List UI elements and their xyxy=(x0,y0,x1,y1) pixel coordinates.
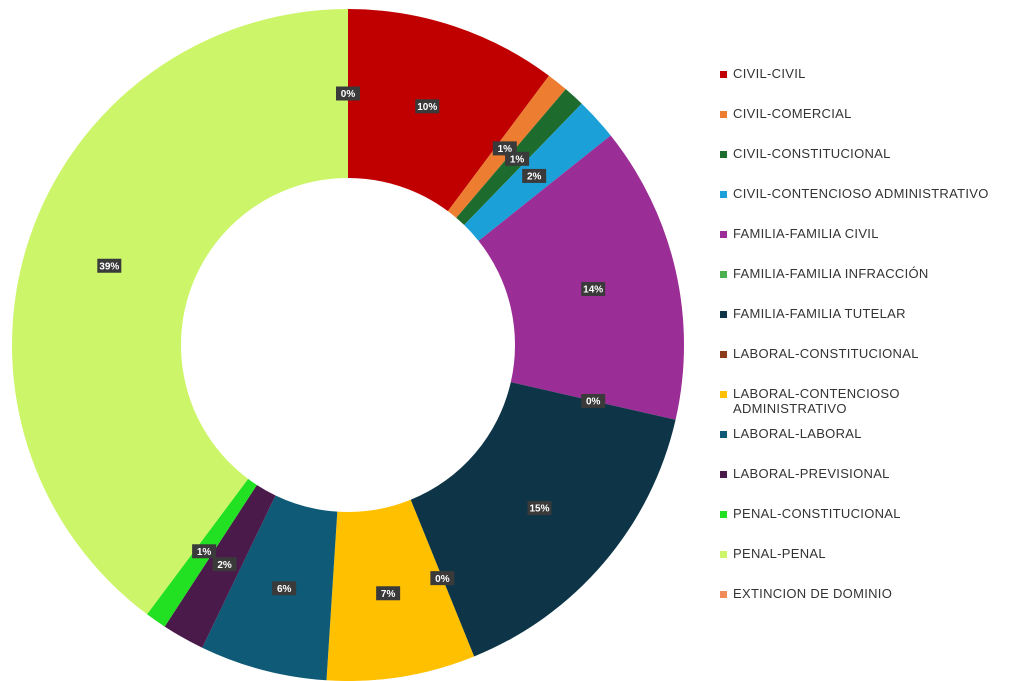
legend-swatch xyxy=(720,471,727,478)
data-label: 2% xyxy=(522,168,547,183)
data-label: 0% xyxy=(430,571,455,586)
legend-label: FAMILIA-FAMILIA INFRACCIÓN xyxy=(733,266,929,281)
legend-item: LABORAL-PREVISIONAL xyxy=(720,466,1005,506)
data-label-text: 0% xyxy=(341,89,356,100)
legend-item: LABORAL-CONTENCIOSO ADMINISTRATIVO xyxy=(720,386,1005,426)
slice xyxy=(478,135,684,420)
data-label-text: 6% xyxy=(277,584,292,595)
data-label-bg xyxy=(527,501,552,516)
data-label: 6% xyxy=(272,581,297,596)
legend-label: PENAL-PENAL xyxy=(733,546,826,561)
legend-label: CIVIL-CONSTITUCIONAL xyxy=(733,146,891,161)
legend-item: CIVIL-CIVIL xyxy=(720,66,1005,106)
data-label-text: 2% xyxy=(217,560,232,571)
data-label: 10% xyxy=(415,99,440,114)
legend-swatch xyxy=(720,591,727,598)
data-label-text: 1% xyxy=(498,144,513,155)
legend-swatch xyxy=(720,231,727,238)
donut: 10%1%1%2%14%0%15%0%7%6%2%1%39%0% xyxy=(11,9,684,681)
legend: CIVIL-CIVIL CIVIL-COMERCIAL CIVIL-CONSTITU… xyxy=(720,66,1005,626)
data-label-bg xyxy=(336,86,360,101)
legend-item: FAMILIA-FAMILIA INFRACCIÓN xyxy=(720,266,1005,306)
data-label-text: 10% xyxy=(417,102,437,113)
data-label-bg xyxy=(505,151,530,166)
data-label: 39% xyxy=(97,258,122,273)
legend-item: PENAL-CONSTITUCIONAL xyxy=(720,506,1005,546)
legend-label: LABORAL-PREVISIONAL xyxy=(733,466,890,481)
legend-item: CIVIL-CONTENCIOSO ADMINISTRATIVO xyxy=(720,186,1005,226)
data-label: 0% xyxy=(336,86,360,101)
legend-label: CIVIL-CIVIL xyxy=(733,66,806,81)
legend-swatch xyxy=(720,391,727,398)
legend-label: LABORAL-LABORAL xyxy=(733,426,862,441)
legend-swatch xyxy=(720,191,727,198)
slice xyxy=(410,382,676,657)
legend-swatch xyxy=(720,351,727,358)
legend-label: CIVIL-COMERCIAL xyxy=(733,106,852,121)
data-label-bg xyxy=(581,393,606,408)
data-label-bg xyxy=(581,282,606,297)
data-label-text: 1% xyxy=(197,547,212,558)
legend-item: EXTINCION DE DOMINIO xyxy=(720,586,1005,626)
data-label-bg xyxy=(192,544,217,559)
slice xyxy=(11,9,348,615)
data-label: 15% xyxy=(527,501,552,516)
data-label-bg xyxy=(415,99,440,114)
data-label-bg xyxy=(376,586,401,601)
data-label-text: 7% xyxy=(381,589,396,600)
legend-item: CIVIL-CONSTITUCIONAL xyxy=(720,146,1005,186)
data-label: 0% xyxy=(581,393,606,408)
legend-item: PENAL-PENAL xyxy=(720,546,1005,586)
legend-item: FAMILIA-FAMILIA TUTELAR xyxy=(720,306,1005,346)
legend-label: LABORAL-CONTENCIOSO ADMINISTRATIVO xyxy=(733,386,900,416)
slice xyxy=(348,9,549,212)
data-label: 1% xyxy=(505,151,530,166)
legend-swatch xyxy=(720,511,727,518)
legend-swatch xyxy=(720,71,727,78)
legend-item: LABORAL-CONSTITUCIONAL xyxy=(720,346,1005,386)
data-label: 1% xyxy=(192,544,217,559)
data-label: 2% xyxy=(212,557,237,572)
data-label-text: 15% xyxy=(529,504,549,515)
data-label-text: 2% xyxy=(527,172,542,183)
data-label: 14% xyxy=(581,282,606,297)
legend-label: LABORAL-CONSTITUCIONAL xyxy=(733,346,919,361)
legend-item: FAMILIA-FAMILIA CIVIL xyxy=(720,226,1005,266)
legend-label: EXTINCION DE DOMINIO xyxy=(733,586,893,601)
data-label-text: 1% xyxy=(510,154,525,165)
data-label-text: 14% xyxy=(583,285,603,296)
legend-label: FAMILIA-FAMILIA TUTELAR xyxy=(733,306,906,321)
legend-item: LABORAL-LABORAL xyxy=(720,426,1005,466)
data-label-bg xyxy=(212,557,237,572)
slice xyxy=(326,499,475,681)
data-label-bg xyxy=(430,571,455,586)
slice xyxy=(202,495,338,681)
legend-label: FAMILIA-FAMILIA CIVIL xyxy=(733,226,879,241)
data-label: 7% xyxy=(376,586,401,601)
legend-swatch xyxy=(720,431,727,438)
legend-label: CIVIL-CONTENCIOSO ADMINISTRATIVO xyxy=(733,186,989,201)
data-label-text: 0% xyxy=(435,574,450,585)
data-label-bg xyxy=(272,581,297,596)
legend-item: CIVIL-COMERCIAL xyxy=(720,106,1005,146)
data-label-text: 0% xyxy=(586,397,601,408)
legend-swatch xyxy=(720,151,727,158)
data-label-bg xyxy=(522,168,547,183)
data-label-bg xyxy=(97,258,122,273)
legend-label: PENAL-CONSTITUCIONAL xyxy=(733,506,901,521)
data-label-text: 39% xyxy=(99,261,119,272)
legend-swatch xyxy=(720,271,727,278)
legend-swatch xyxy=(720,311,727,318)
legend-swatch xyxy=(720,111,727,118)
legend-swatch xyxy=(720,551,727,558)
